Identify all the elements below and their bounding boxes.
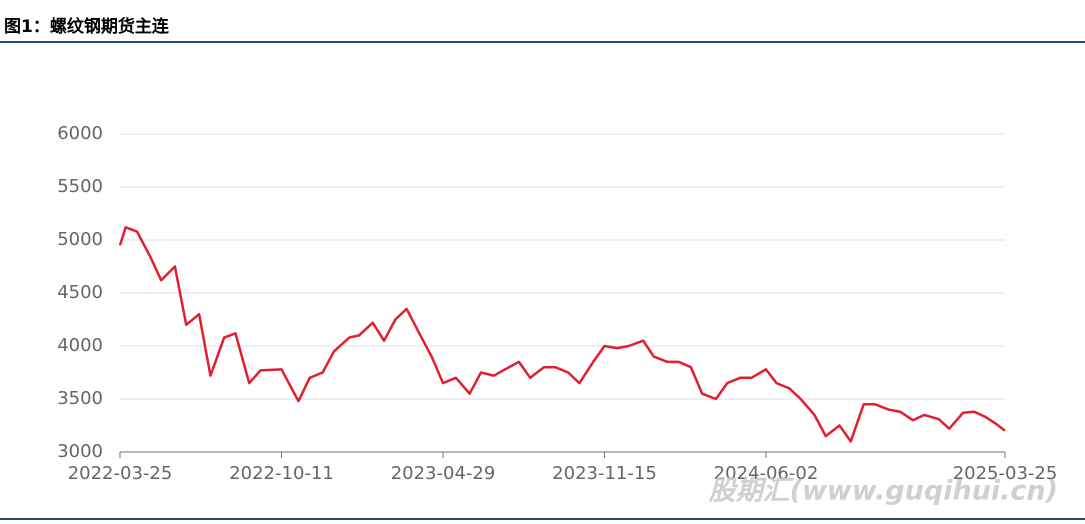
y-tick-label: 4500 (57, 282, 103, 303)
data-line (118, 226, 1006, 443)
watermark: 股期汇(www.guqihui.cn) (708, 476, 1058, 507)
y-tick-label: 6000 (57, 123, 103, 144)
y-tick-label: 3500 (57, 388, 103, 409)
chart-title: 图1：螺纹钢期货主连 (4, 16, 170, 37)
y-tick-label: 5500 (57, 176, 103, 197)
x-tick-label: 2022-10-11 (229, 463, 334, 484)
y-tick-label: 4000 (57, 335, 103, 356)
x-tick-label: 2024-06-02 (714, 463, 819, 484)
x-tick-label: 2022-03-25 (68, 463, 173, 484)
x-tick-label: 2023-11-15 (552, 463, 657, 484)
y-tick-label: 5000 (57, 229, 103, 250)
x-tick-label: 2023-04-29 (391, 463, 496, 484)
y-tick-label: 3000 (57, 441, 103, 462)
x-tick-label: 2025-03-25 (953, 463, 1058, 484)
